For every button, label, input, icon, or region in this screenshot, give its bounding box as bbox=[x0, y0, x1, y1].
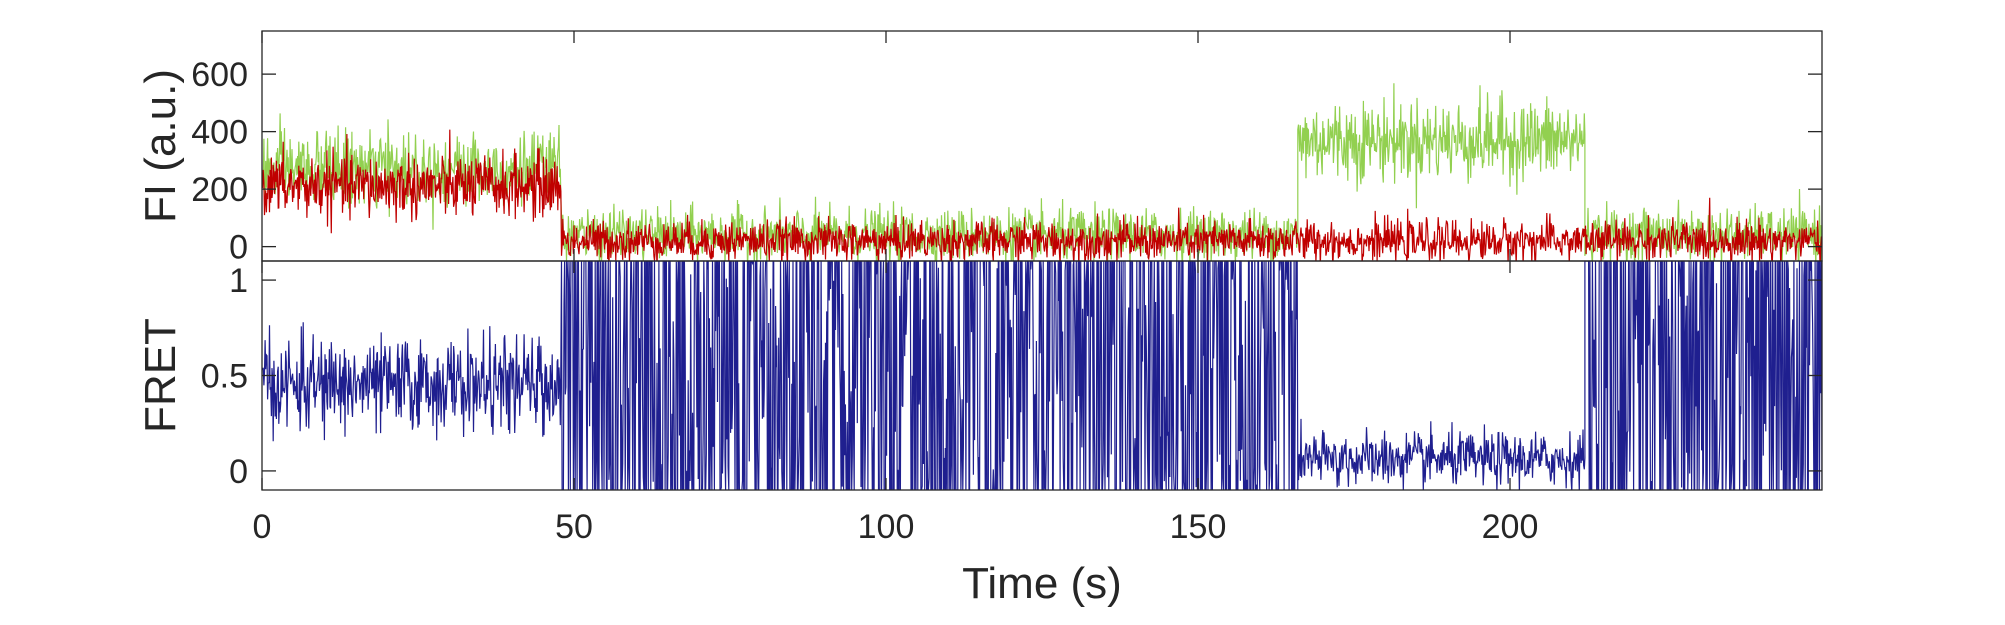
x-tick-label: 100 bbox=[858, 508, 915, 546]
y-axis-title-fluorescence: FI (a.u.) bbox=[136, 69, 185, 223]
y-tick-label: 1 bbox=[229, 262, 248, 300]
x-tick-label: 50 bbox=[555, 508, 593, 546]
y-tick-label: 0.5 bbox=[201, 358, 248, 396]
x-tick-label: 0 bbox=[253, 508, 272, 546]
series-line-2 bbox=[262, 129, 1822, 261]
x-tick-label: 150 bbox=[1170, 508, 1227, 546]
y-tick-label: 0 bbox=[229, 229, 248, 267]
y-tick-label: 600 bbox=[191, 56, 248, 94]
series-line-1 bbox=[262, 261, 1822, 490]
fluorescence-panel: 0 200 400 600 bbox=[191, 30, 1823, 267]
fret-panel: 0 0.5 1 0 50 100 150 200 bbox=[201, 260, 1823, 546]
x-axis-title-time: Time (s) bbox=[962, 559, 1122, 608]
y-tick-label: 0 bbox=[229, 453, 248, 491]
y-tick-label: 400 bbox=[191, 114, 248, 152]
y-axis-title-fret: FRET bbox=[136, 318, 185, 433]
x-tick-label: 200 bbox=[1482, 508, 1539, 546]
y-tick-label: 200 bbox=[191, 171, 248, 209]
